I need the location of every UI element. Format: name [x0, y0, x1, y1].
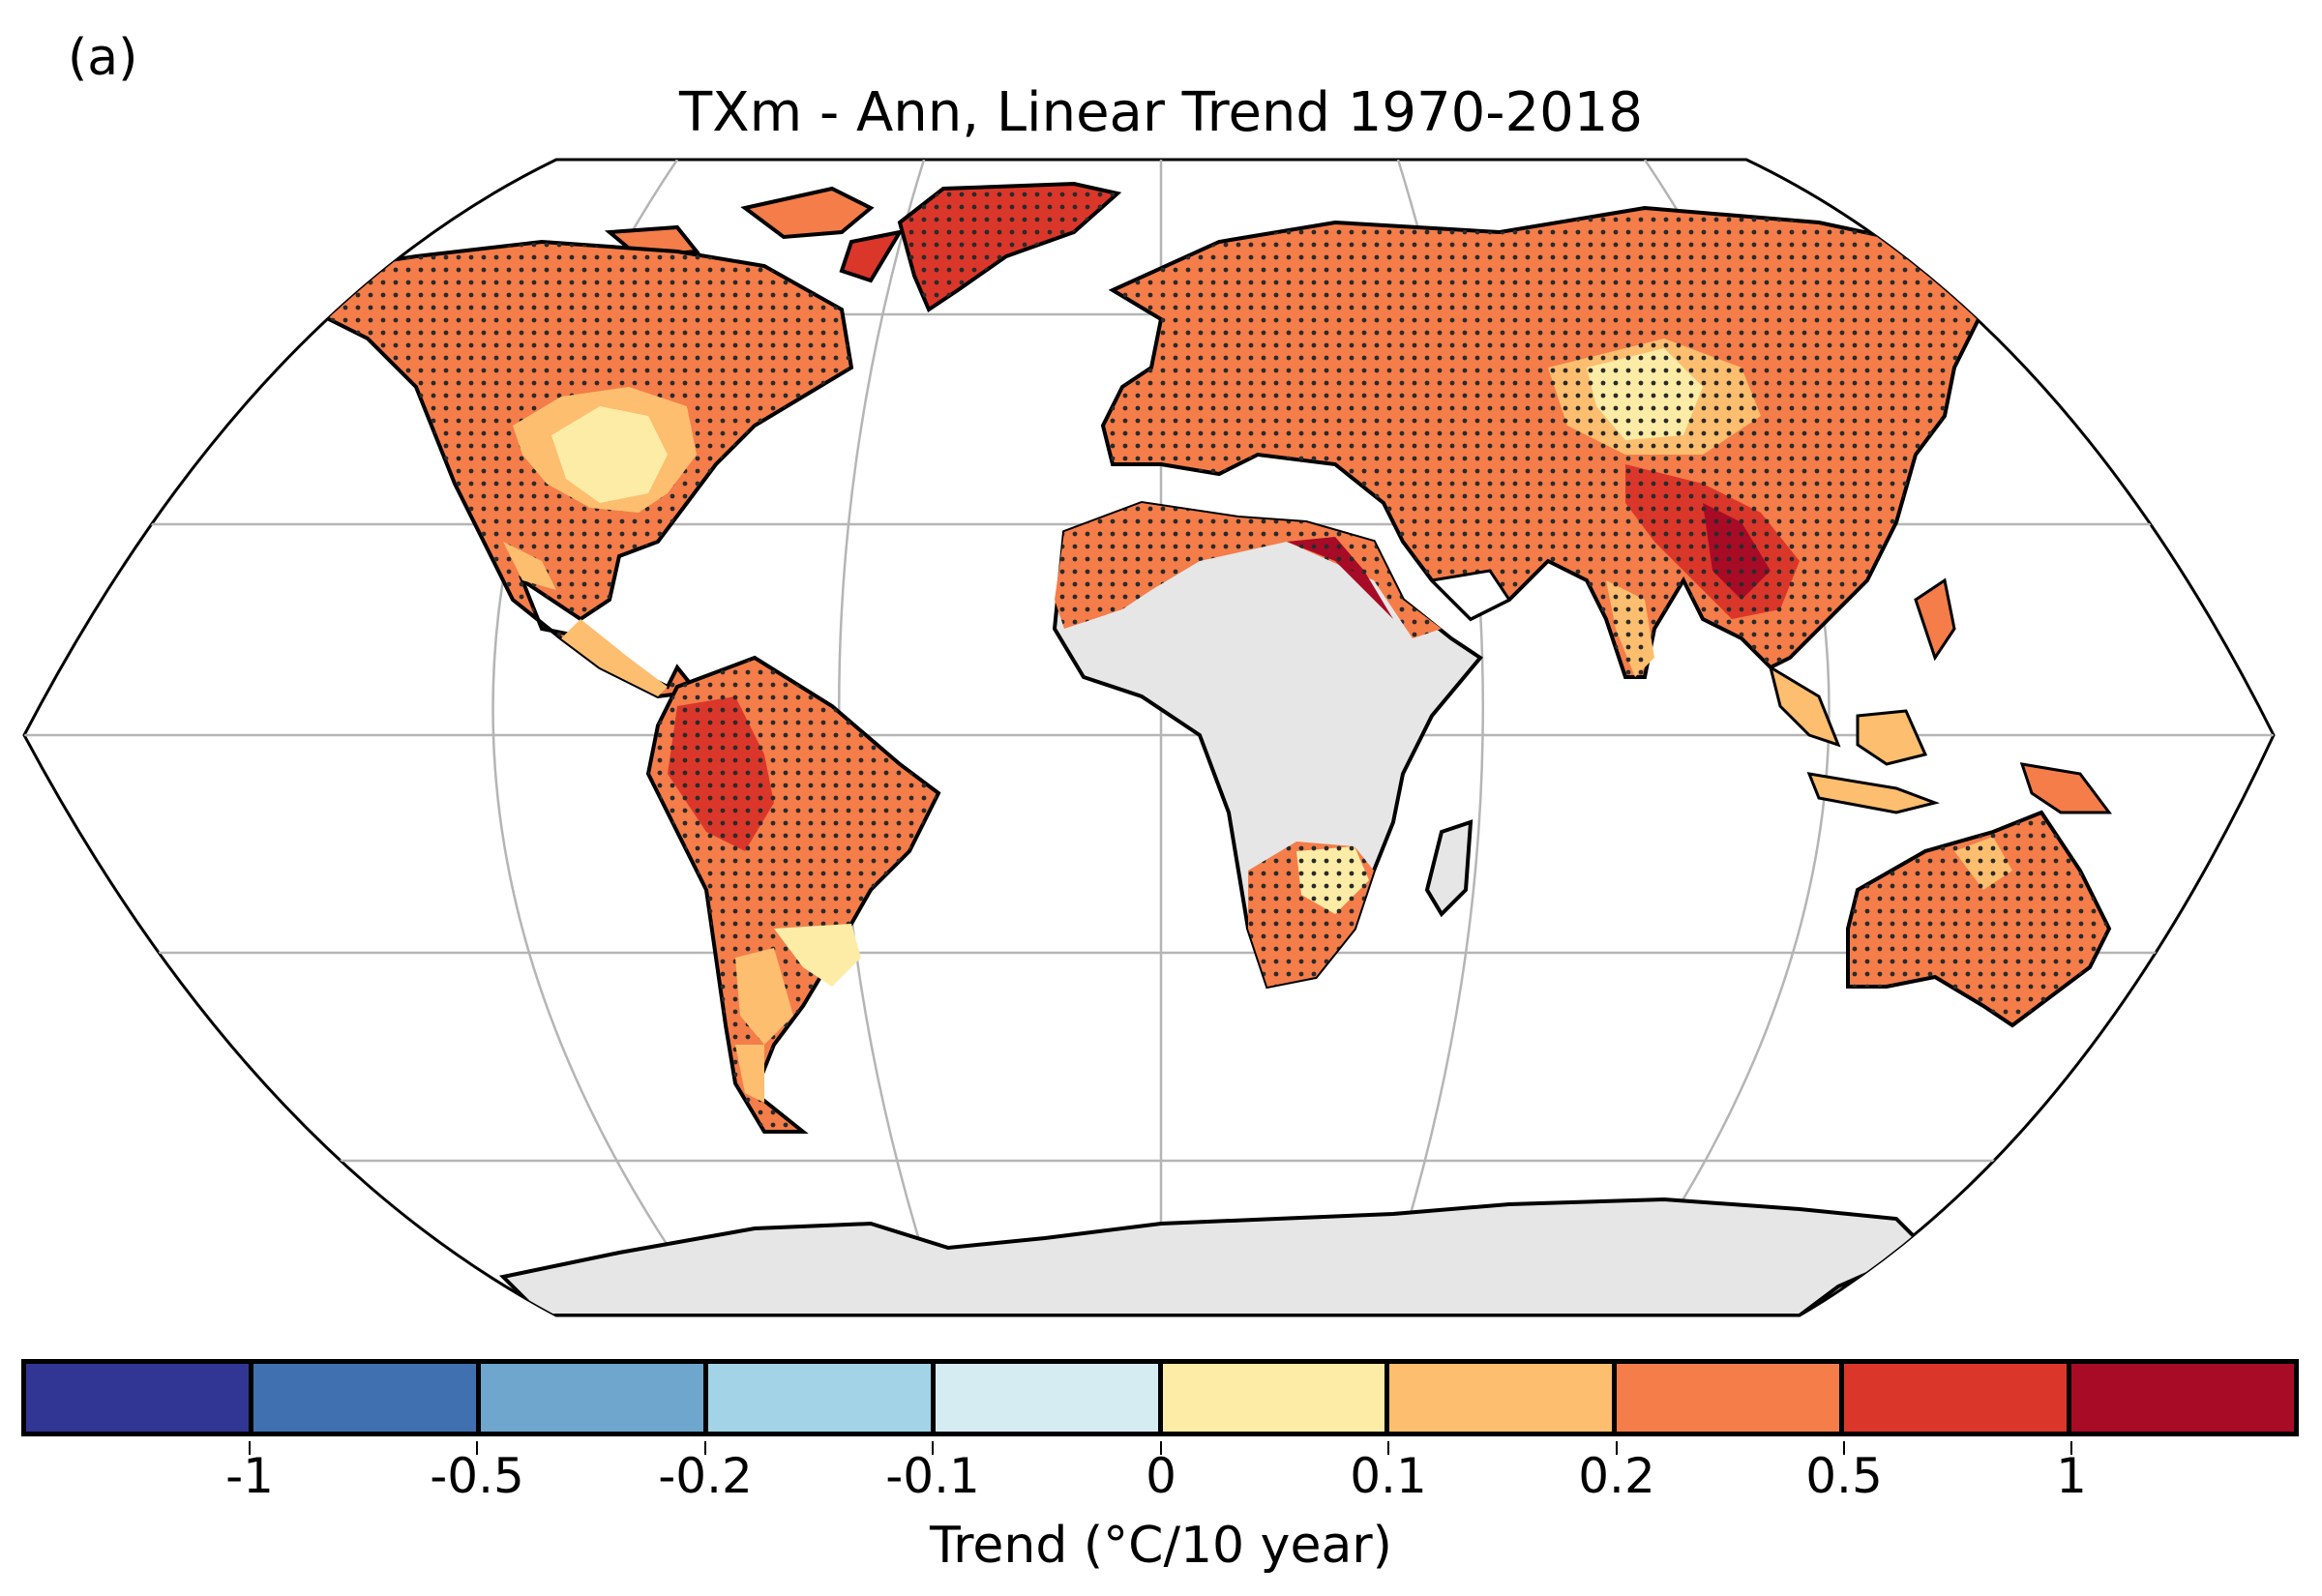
eurasia — [1100, 205, 2016, 679]
antarctica — [498, 1197, 1929, 1315]
colorbar-segment — [26, 1364, 253, 1432]
australia — [1846, 810, 2199, 1067]
colorbar-segment — [480, 1364, 708, 1432]
colorbar-tick — [704, 1441, 706, 1455]
colorbar-label: Trend (°C/10 year) — [930, 1517, 1392, 1575]
colorbar-tick — [1843, 1441, 1845, 1455]
greenland — [897, 181, 1122, 312]
colorbar-tick — [932, 1441, 934, 1455]
south-america — [645, 655, 941, 1134]
colorbar-tick-label: 1 — [2056, 1448, 2087, 1504]
arctic-islands — [604, 186, 905, 283]
colorbar-segment — [707, 1364, 936, 1432]
colorbar-tick — [1616, 1441, 1618, 1455]
colorbar-segment — [253, 1364, 481, 1432]
colorbar-tick-label: 0 — [1146, 1448, 1176, 1504]
colorbar-tick — [1160, 1441, 1162, 1455]
colorbar-tick-label: 0.2 — [1578, 1448, 1655, 1504]
colorbar-tick-label: -0.5 — [430, 1448, 524, 1504]
colorbar-tick-label: 0.5 — [1805, 1448, 1883, 1504]
colorbar-segment — [1389, 1364, 1618, 1432]
map-title: TXm - Ann, Linear Trend 1970-2018 — [679, 81, 1643, 144]
colorbar-segment — [1162, 1364, 1390, 1432]
colorbar-tick-label: -0.2 — [658, 1448, 753, 1504]
colorbar-tick-label: -1 — [225, 1448, 274, 1504]
colorbar-segment — [935, 1364, 1163, 1432]
colorbar — [21, 1359, 2299, 1436]
colorbar-tick — [1387, 1441, 1389, 1455]
colorbar-tick — [249, 1441, 251, 1455]
colorbar-tick-label: -0.1 — [885, 1448, 980, 1504]
north-america — [286, 239, 854, 699]
colorbar-segment — [1844, 1364, 2072, 1432]
colorbar-tick — [476, 1441, 478, 1455]
colorbar-tick-label: 0.1 — [1350, 1448, 1427, 1504]
panel-label: (a) — [68, 29, 138, 87]
colorbar-segment — [1617, 1364, 1845, 1432]
colorbar-tick — [2070, 1441, 2072, 1455]
world-map — [22, 158, 2276, 1317]
colorbar-segment — [2071, 1364, 2295, 1432]
africa — [1052, 500, 1483, 990]
